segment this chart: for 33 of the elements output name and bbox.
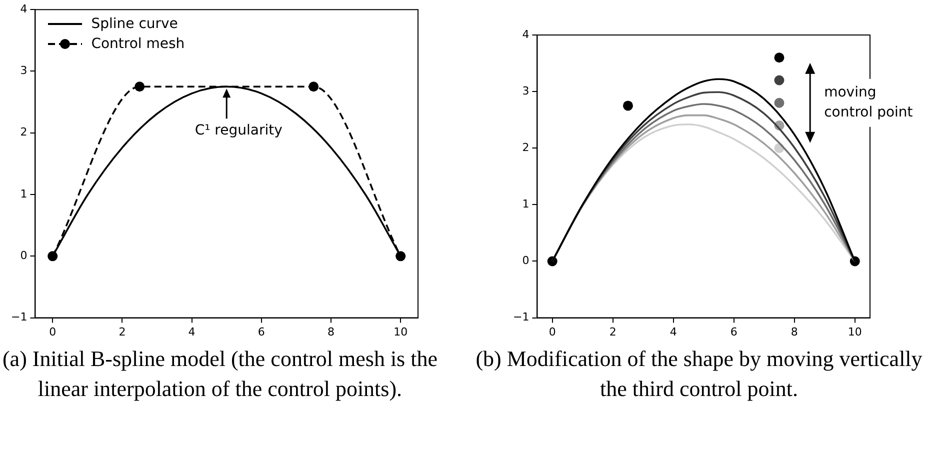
y-tick-label: −1 — [10, 310, 28, 324]
point — [774, 98, 784, 108]
y-tick-label: 2 — [20, 126, 28, 139]
y-tick-label: 4 — [522, 28, 530, 41]
x-tick-label: 4 — [670, 325, 677, 338]
x-tick-label: 2 — [118, 325, 126, 338]
y-tick-label: 0 — [20, 249, 28, 262]
y-tick-label: 0 — [522, 254, 530, 268]
y-tick-label: 1 — [522, 198, 530, 211]
x-tick-label: 6 — [730, 325, 738, 338]
x-tick-label: 8 — [328, 325, 335, 338]
x-tick-label: 6 — [258, 325, 265, 338]
y-tick-label: 2 — [522, 140, 530, 154]
x-tick-label: 10 — [394, 325, 408, 338]
x-tick-label: 10 — [848, 325, 862, 338]
text: (b) Modification of the shape by moving vertically the third control point. — [474, 345, 924, 403]
annotation: moving control point — [824, 84, 914, 121]
text: (a) Initial B-spline model (the control mesh is the linear interpolation of the control points). — [1, 345, 438, 403]
legend-label: Control mesh — [91, 34, 185, 54]
x-tick-label: 8 — [790, 325, 798, 338]
legend-label: Spline curve — [91, 14, 178, 34]
x-tick-label: 2 — [609, 325, 616, 338]
y-tick-label: 3 — [20, 64, 28, 78]
y-tick-label: 1 — [20, 187, 28, 200]
point — [622, 100, 633, 111]
y-tick-label: 3 — [522, 84, 530, 98]
annotation: C¹ regularity — [194, 122, 282, 138]
y-tick-label: −1 — [512, 310, 530, 324]
x-tick-label: 0 — [49, 325, 56, 338]
point — [774, 75, 784, 86]
x-tick-label: 4 — [188, 325, 196, 338]
x-tick-label: 0 — [548, 325, 556, 338]
y-tick-label: 4 — [20, 2, 28, 16]
